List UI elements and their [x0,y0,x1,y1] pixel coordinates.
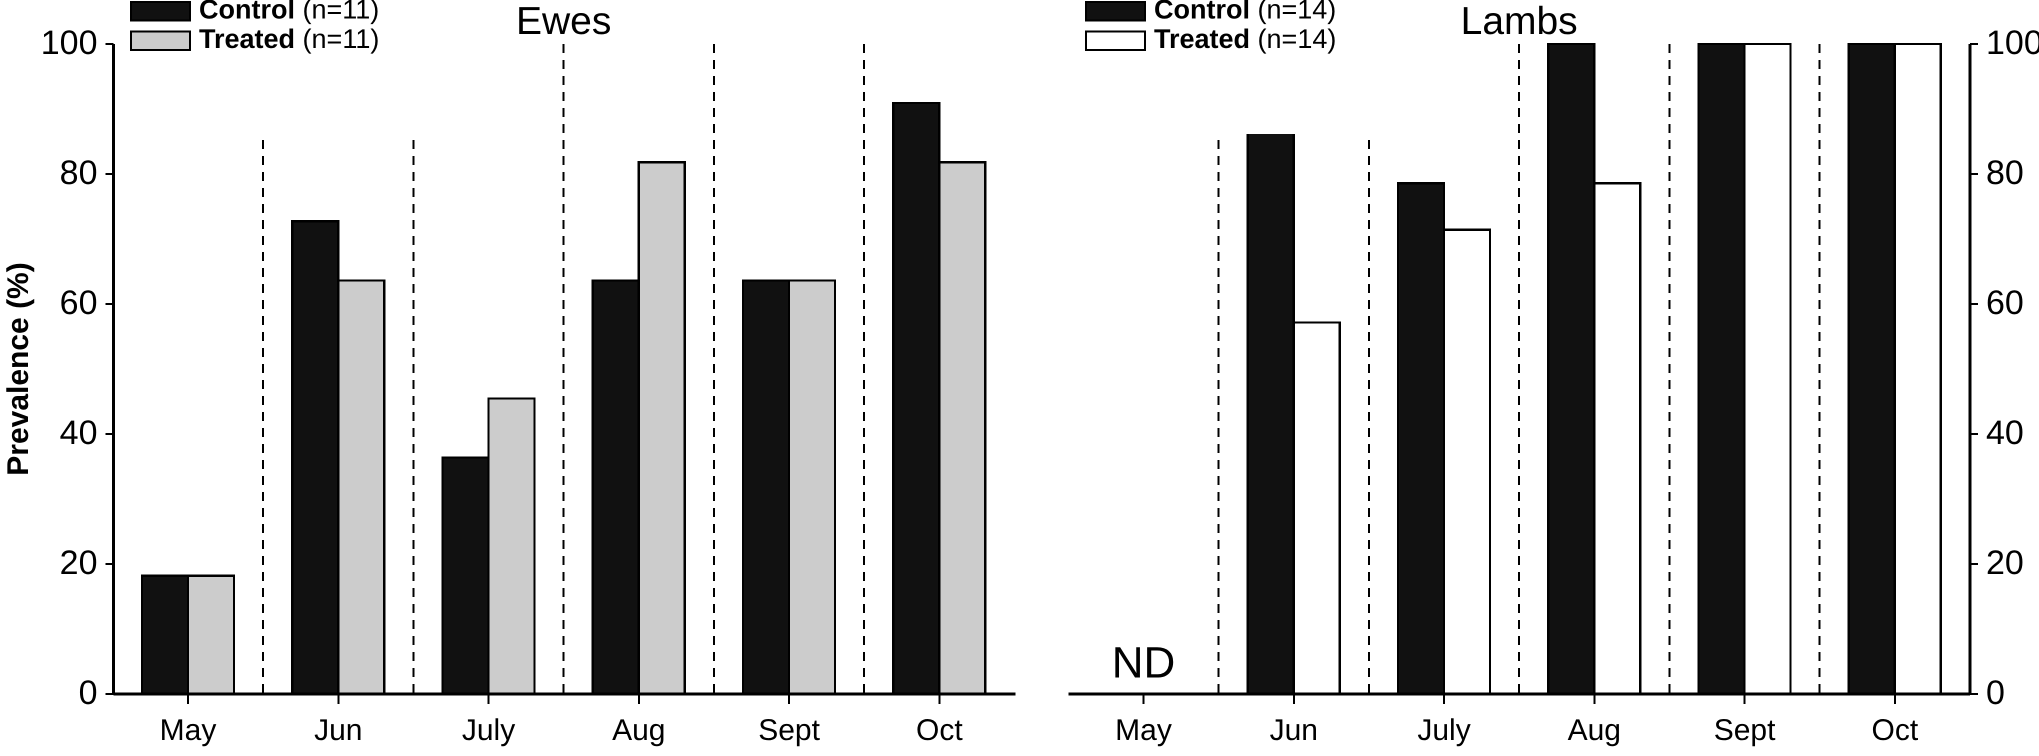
svg-text:July: July [1417,714,1470,747]
svg-text:80: 80 [60,154,98,192]
svg-text:80: 80 [1986,154,2024,192]
svg-text:Treated (n=14): Treated (n=14) [1154,24,1336,54]
svg-text:Aug: Aug [612,714,665,747]
svg-text:Jun: Jun [1270,714,1318,747]
svg-text:Treated (n=11): Treated (n=11) [199,24,379,54]
svg-text:20: 20 [60,544,98,582]
svg-text:May: May [1115,714,1172,747]
svg-text:Aug: Aug [1568,714,1621,747]
svg-text:ND: ND [1112,639,1176,688]
svg-text:0: 0 [1986,674,2005,712]
svg-text:Control (n=11): Control (n=11) [199,0,379,25]
svg-text:Ewes: Ewes [516,0,611,43]
svg-text:0: 0 [79,674,98,712]
svg-text:Prevalence (%): Prevalence (%) [2,262,35,475]
svg-text:May: May [160,714,217,747]
svg-text:Sept: Sept [1714,714,1776,747]
svg-text:Oct: Oct [1872,714,1919,747]
svg-text:40: 40 [1986,414,2024,452]
svg-text:Lambs: Lambs [1461,0,1578,43]
svg-text:40: 40 [60,414,98,452]
svg-text:Control (n=14): Control (n=14) [1154,0,1336,25]
svg-text:July: July [462,714,515,747]
svg-text:Sept: Sept [758,714,820,747]
svg-text:100: 100 [1986,24,2039,62]
svg-text:60: 60 [60,284,98,322]
svg-text:Oct: Oct [916,714,963,747]
svg-text:20: 20 [1986,544,2024,582]
svg-text:100: 100 [41,24,98,62]
svg-text:Jun: Jun [314,714,362,747]
svg-text:60: 60 [1986,284,2024,322]
